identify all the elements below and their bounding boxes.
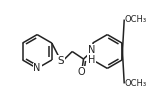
Text: OCH₃: OCH₃	[125, 79, 147, 88]
Text: S: S	[58, 56, 64, 66]
Text: H: H	[88, 55, 95, 65]
Text: N: N	[88, 45, 95, 55]
Text: N: N	[33, 63, 41, 73]
Text: OCH₃: OCH₃	[125, 15, 147, 24]
Text: O: O	[78, 67, 85, 77]
